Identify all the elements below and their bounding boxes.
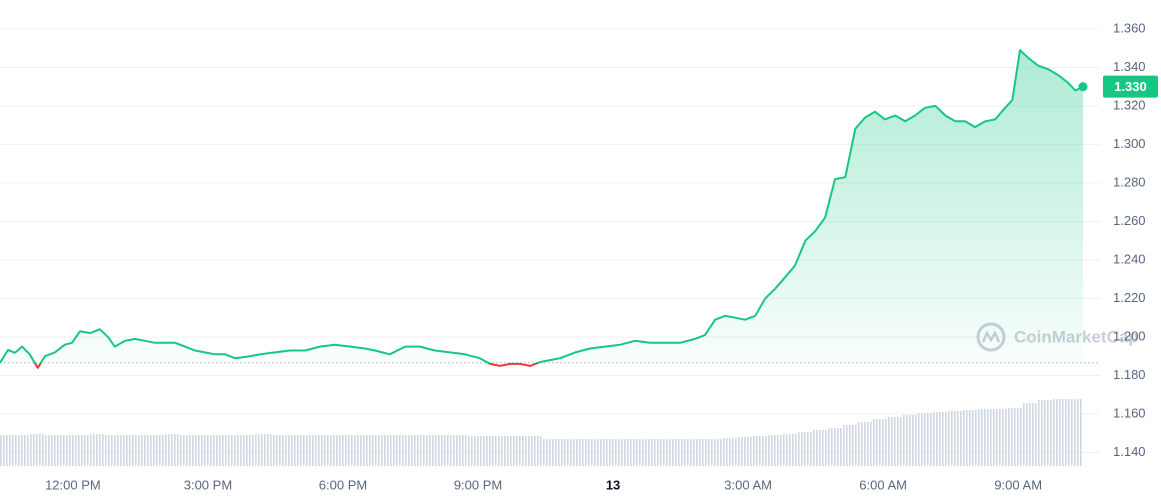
volume-bar: [556, 439, 572, 466]
volume-bar: [361, 435, 377, 466]
volume-bar: [631, 439, 647, 466]
price-tag-label: 1.330: [1114, 79, 1147, 94]
volume-bar: [466, 436, 482, 466]
volume-bar: [210, 435, 226, 466]
volume-bar: [496, 436, 512, 466]
volume-bar: [706, 439, 722, 466]
x-tick-label: 6:00 AM: [859, 477, 907, 492]
y-tick-label: 1.220: [1113, 290, 1146, 305]
volume-bar: [165, 434, 181, 466]
volume-bar: [1007, 408, 1023, 466]
volume-bar: [150, 435, 166, 466]
volume-bar: [300, 435, 316, 466]
volume-bar: [992, 409, 1008, 466]
volume-bar: [752, 436, 768, 466]
volume-bar: [285, 435, 301, 466]
volume-bar: [827, 428, 843, 466]
volume-bar: [255, 434, 271, 466]
volume-bar: [812, 430, 828, 466]
y-tick-label: 1.260: [1113, 213, 1146, 228]
volume-bar: [691, 439, 707, 466]
volume-bar: [345, 435, 361, 466]
volume-bar: [917, 413, 933, 466]
volume-bar: [511, 436, 527, 466]
volume-bar: [902, 415, 918, 466]
volume-bar: [947, 411, 963, 466]
volume-bar: [571, 439, 587, 466]
price-tag: [1103, 75, 1158, 98]
volume-bar: [722, 438, 738, 466]
y-tick-label: 1.140: [1113, 444, 1146, 459]
volume-bar: [676, 439, 692, 466]
volume-bar: [1052, 399, 1068, 466]
y-tick-label: 1.340: [1113, 59, 1146, 74]
volume-bar: [406, 435, 422, 466]
y-tick-label: 1.160: [1113, 405, 1146, 420]
volume-bar: [737, 437, 753, 466]
volume-bar: [421, 435, 437, 466]
volume-bar: [225, 435, 241, 466]
y-tick-label: 1.200: [1113, 328, 1146, 343]
y-tick-label: 1.320: [1113, 97, 1146, 112]
y-tick-label: 1.280: [1113, 174, 1146, 189]
volume-bar: [376, 435, 392, 466]
volume-bar: [887, 417, 903, 466]
volume-bar: [135, 435, 151, 466]
volume-bar: [180, 435, 196, 466]
volume-bar: [977, 409, 993, 466]
volume-bar: [60, 435, 76, 466]
x-tick-label: 6:00 PM: [319, 477, 367, 492]
volume-bar: [526, 436, 542, 466]
volume-bar: [105, 435, 121, 466]
volume-bar: [436, 435, 452, 466]
y-tick-label: 1.360: [1113, 20, 1146, 35]
volume-bar: [1022, 403, 1038, 466]
volume-bar: [45, 435, 61, 466]
volume-bar: [842, 425, 858, 466]
volume-bar: [270, 435, 286, 466]
x-tick-label: 9:00 PM: [454, 477, 502, 492]
price-line: [0, 49, 1084, 369]
last-point: [1078, 82, 1088, 92]
volume-bar: [541, 439, 557, 466]
volume-bar: [195, 435, 211, 466]
volume-bar: [646, 439, 662, 466]
volume-bar: [767, 435, 783, 466]
volume-bar: [120, 435, 136, 466]
volume-bar: [616, 439, 632, 466]
x-tick-label: 3:00 AM: [724, 477, 772, 492]
volume-bar: [962, 410, 978, 466]
y-tick-label: 1.180: [1113, 367, 1146, 382]
y-tick-label: 1.240: [1113, 251, 1146, 266]
x-tick-label: 12:00 PM: [45, 477, 101, 492]
volume-bar: [391, 435, 407, 466]
volume-bar: [90, 434, 106, 466]
x-tick-label: 9:00 AM: [994, 477, 1042, 492]
volume-bar: [586, 439, 602, 466]
volume-bar: [15, 435, 31, 466]
volume-bar: [661, 439, 677, 466]
y-tick-label: 1.300: [1113, 136, 1146, 151]
volume-bar: [315, 435, 331, 466]
volume-bar: [75, 435, 91, 466]
volume-bar: [932, 412, 948, 466]
volume-bar: [1037, 400, 1053, 466]
volume-bar: [797, 432, 813, 466]
volume-bar: [782, 434, 798, 466]
volume-bar: [330, 435, 346, 466]
volume-bar: [451, 435, 467, 466]
volume-bar: [1067, 399, 1083, 466]
volume-bar: [601, 439, 617, 466]
x-tick-label: 3:00 PM: [184, 477, 232, 492]
volume-bar: [857, 422, 873, 466]
x-tick-label: 13: [606, 477, 620, 492]
volume-bar: [240, 435, 256, 466]
volume-bar: [30, 434, 46, 466]
volume-bar: [0, 435, 16, 466]
price-area: [0, 50, 1083, 363]
volume-bar: [872, 419, 888, 466]
volume-bar: [481, 436, 497, 466]
